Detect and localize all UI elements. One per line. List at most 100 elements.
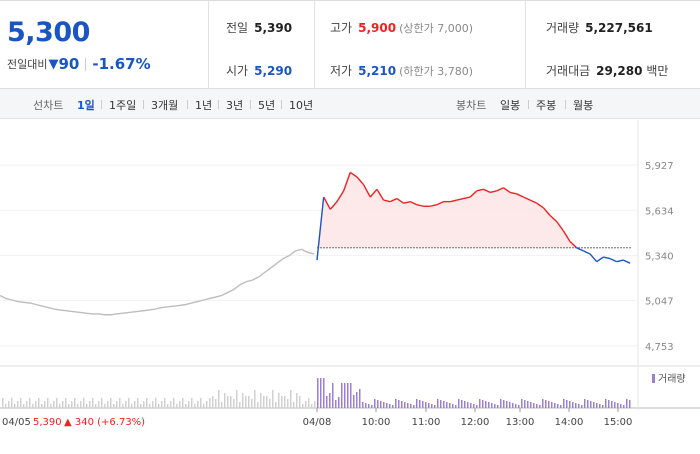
today-line-segment	[369, 188, 378, 198]
stats-panel: 전일 5,390 시가 5,290 고가 5,900 (상한가 7,000) 저가 5,2…	[210, 1, 700, 89]
volume-bar	[365, 403, 367, 408]
prev-day-date: 04/05	[2, 417, 31, 428]
volume-bar	[371, 405, 373, 408]
volume-bar	[392, 405, 394, 408]
volume-bar	[521, 399, 523, 408]
period-5y[interactable]: 5년	[258, 99, 276, 112]
volume-bar	[236, 390, 238, 408]
volume-bar	[338, 397, 340, 408]
amount-label: 거래대금	[546, 64, 591, 78]
volume-bar	[374, 399, 376, 408]
volume-bar	[41, 404, 43, 408]
upper-limit: (상한가 7,000)	[399, 22, 473, 35]
volume-bar	[377, 400, 379, 408]
volume-bar	[182, 398, 184, 408]
prev-close-value: 5,390	[254, 21, 293, 35]
volume-bar	[443, 401, 445, 408]
today-line-segment	[323, 196, 331, 210]
amount-unit: 백만	[646, 64, 669, 78]
volume-bar	[524, 400, 526, 408]
volume-bar	[569, 401, 571, 408]
change-percent: -1.67%	[92, 55, 151, 73]
volume-bar	[20, 398, 22, 408]
volume-bar	[290, 390, 292, 408]
volume-bar	[434, 405, 436, 408]
volume-bar	[566, 400, 568, 408]
volume-bar	[137, 398, 139, 408]
volume-bar	[323, 378, 325, 408]
today-line-segment	[523, 196, 531, 201]
volume-bar	[305, 401, 307, 408]
candle-daily[interactable]: 일봉	[500, 99, 521, 112]
period-1d[interactable]: 1일	[77, 99, 95, 112]
volume-bar	[560, 405, 562, 408]
volume-bar	[152, 401, 154, 408]
candle-monthly[interactable]: 월봉	[573, 99, 594, 112]
volume-bar	[461, 400, 463, 408]
volume-bar	[266, 396, 268, 408]
volume-bar	[602, 405, 604, 408]
today-line-segment	[396, 197, 404, 204]
volume-bar	[308, 398, 310, 408]
volume-bar	[134, 401, 136, 408]
volume-bar	[626, 399, 628, 408]
volume-bar	[515, 404, 517, 408]
volume-bar	[617, 403, 619, 408]
volume-bar	[458, 399, 460, 408]
volume-bar	[161, 401, 163, 408]
today-line-segment	[623, 259, 631, 264]
volume-bar	[212, 396, 214, 408]
volume-bar	[542, 399, 544, 408]
today-line-segment	[363, 184, 371, 198]
volume-bar	[89, 401, 91, 408]
candle-weekly[interactable]: 주봉	[536, 99, 557, 112]
today-line-segment	[409, 200, 418, 206]
volume-bar	[368, 404, 370, 408]
today-line-segment	[383, 199, 391, 203]
volume-bar	[242, 393, 244, 408]
period-3m[interactable]: 3개월	[151, 99, 179, 112]
volume-bar	[245, 396, 247, 408]
today-line-segment	[509, 191, 517, 195]
period-1w[interactable]: 1주일	[109, 99, 137, 112]
volume-bar	[239, 402, 241, 408]
volume-bar	[410, 404, 412, 408]
volume-bar	[260, 393, 262, 408]
volume-bar	[257, 402, 259, 408]
volume-bar	[356, 392, 358, 408]
prev-close-label: 전일	[226, 21, 249, 35]
today-line-segment	[596, 256, 604, 263]
volume-bar	[494, 404, 496, 408]
down-arrow-icon: ▼	[48, 56, 59, 72]
volume-bar	[485, 401, 487, 408]
lower-limit: (하한가 3,780)	[399, 65, 473, 78]
today-line-segment	[430, 204, 438, 207]
today-line-segment	[489, 190, 497, 194]
change-label: 전일대비	[7, 58, 48, 71]
volume-bar	[188, 401, 190, 408]
volume-bar	[623, 405, 625, 408]
volume-bar	[191, 398, 193, 408]
candle-chart-label: 봉차트	[456, 99, 487, 112]
today-line-segment	[576, 247, 584, 252]
today-line-segment	[376, 188, 385, 201]
volume-bar	[476, 405, 478, 408]
volume-bar	[233, 399, 235, 408]
volume-bar	[446, 402, 448, 408]
period-1y[interactable]: 1년	[195, 99, 213, 112]
volume-bar	[215, 399, 217, 408]
price-chart[interactable]: 5,927 5,634 5,340 5,047 4,753 거래량 04/08 10:00 11…	[0, 120, 700, 450]
y-tick-label: 5,047	[645, 297, 674, 308]
volume-bar	[83, 398, 85, 408]
period-3y[interactable]: 3년	[226, 99, 244, 112]
divider	[187, 100, 188, 109]
volume-bar	[428, 403, 430, 408]
period-10y[interactable]: 10년	[289, 99, 314, 112]
volume-bar	[359, 389, 361, 408]
today-line-segment	[603, 256, 611, 260]
amount-value: 29,280	[596, 64, 643, 78]
volume-bar	[263, 396, 265, 408]
volume-bar	[611, 401, 613, 408]
volume-bar	[221, 402, 223, 408]
volume-bar	[395, 399, 397, 408]
